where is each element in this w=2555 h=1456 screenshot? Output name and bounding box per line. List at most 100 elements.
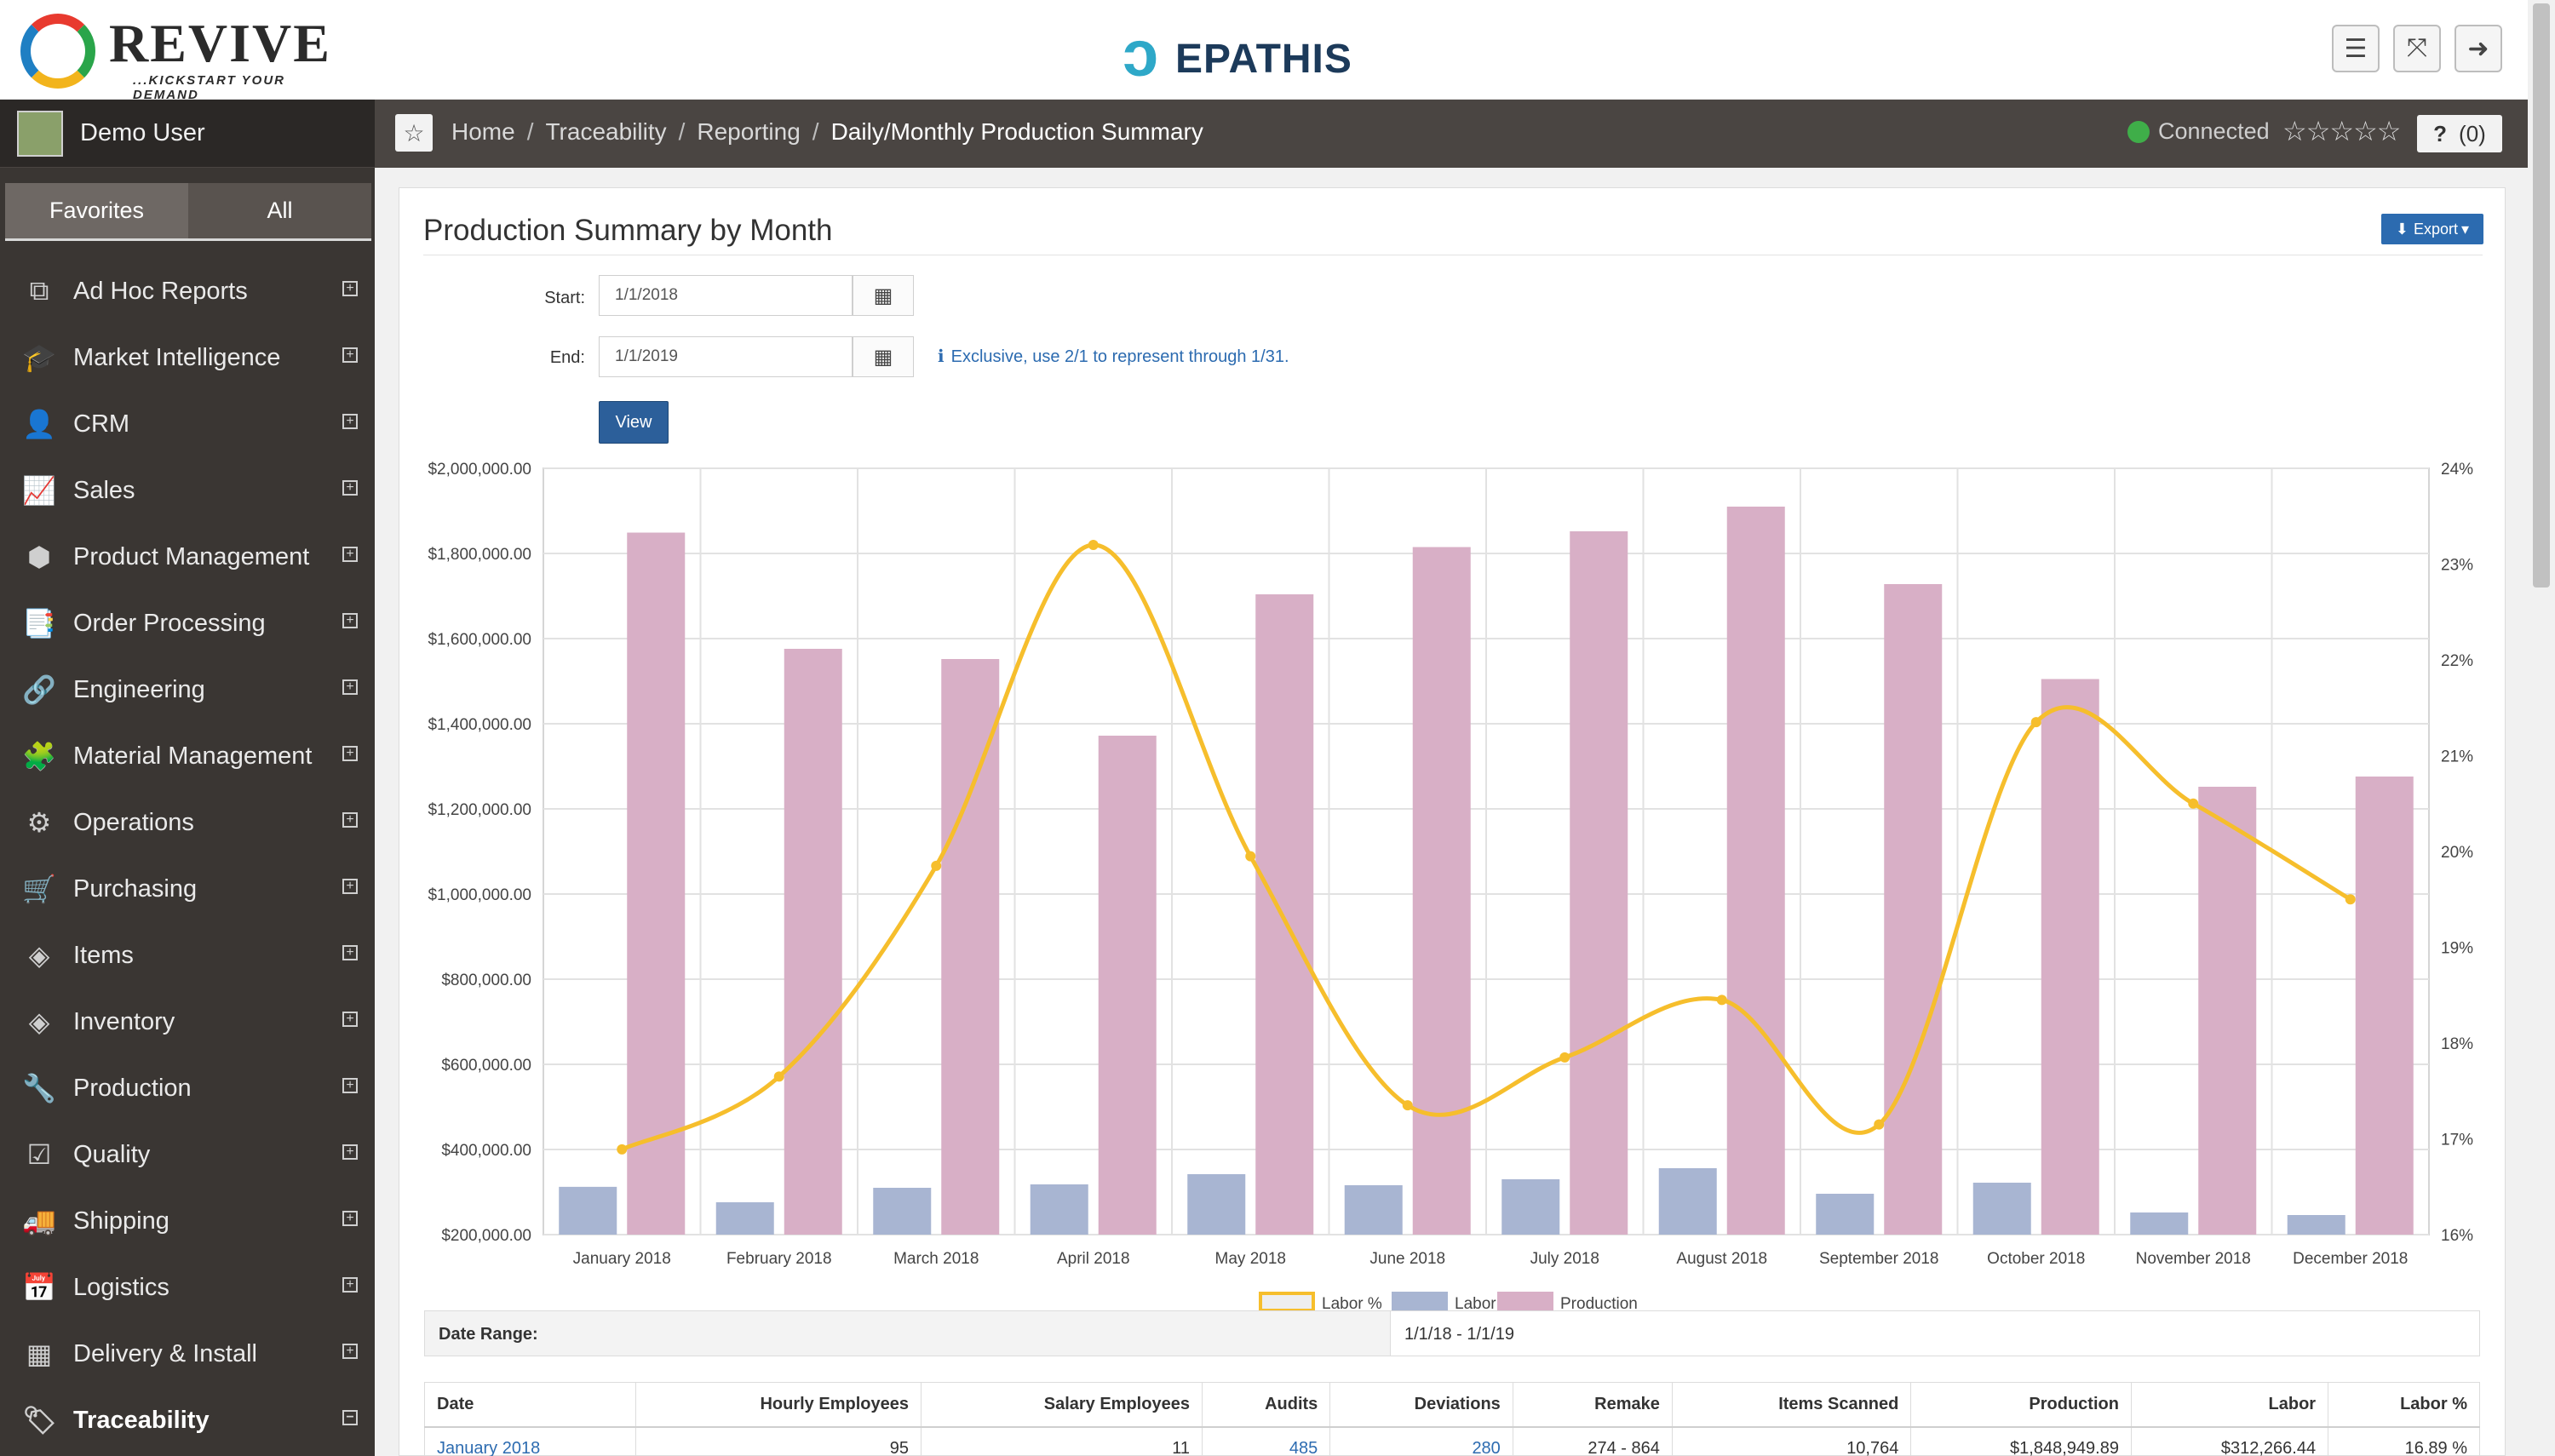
- user-icon: 👤: [22, 409, 56, 439]
- sidebar-item-label: Inventory: [73, 1007, 175, 1035]
- y-left-tick-label: $1,800,000.00: [428, 546, 531, 564]
- y-left-tick-label: $2,000,000.00: [428, 461, 531, 479]
- expand-icon[interactable]: +: [342, 1344, 358, 1359]
- expand-icon[interactable]: +: [342, 812, 358, 828]
- expand-icon[interactable]: +: [342, 1078, 358, 1093]
- breadcrumb: Home / Traceability / Reporting / Daily/Mon…: [451, 118, 1203, 146]
- expand-icon[interactable]: +: [342, 480, 358, 496]
- expand-icon[interactable]: +: [342, 1144, 358, 1160]
- column-header-deviations[interactable]: Deviations: [1329, 1382, 1513, 1428]
- connection-status: Connected: [2127, 118, 2270, 145]
- sidebar-item-purchasing[interactable]: 🛒 Purchasing +: [0, 856, 375, 922]
- sidebar-item-material-management[interactable]: 🧩 Material Management +: [0, 723, 375, 789]
- expand-icon[interactable]: +: [342, 547, 358, 562]
- breadcrumb-reporting[interactable]: Reporting: [697, 118, 801, 145]
- x-tick-label: September 2018: [1819, 1250, 1939, 1268]
- expand-icon[interactable]: +: [342, 414, 358, 429]
- breadcrumb-home[interactable]: Home: [451, 118, 515, 145]
- repathis-logo-mark-icon: ↄ: [1122, 18, 1159, 90]
- caret-down-icon: ▾: [2461, 220, 2470, 238]
- y-left-tick-label: $600,000.00: [441, 1057, 531, 1075]
- gears-icon: ⚙: [26, 807, 52, 838]
- expand-icon[interactable]: +: [342, 1277, 358, 1293]
- start-calendar-button[interactable]: ▦: [853, 275, 914, 316]
- table-cell[interactable]: 485: [1201, 1426, 1331, 1456]
- menu-toggle-button[interactable]: ☰: [2332, 25, 2380, 72]
- y-right-tick-label: 21%: [2441, 748, 2473, 766]
- sidebar-item-logistics[interactable]: 📅 Logistics +: [0, 1254, 375, 1321]
- x-tick-label: July 2018: [1530, 1250, 1599, 1268]
- tab-all[interactable]: All: [267, 198, 293, 223]
- export-button[interactable]: ⬇ Export ▾: [2381, 214, 2483, 244]
- date-range-row: Date Range: 1/1/18 - 1/1/19: [424, 1310, 2480, 1356]
- favorite-star-button[interactable]: ☆: [395, 114, 433, 152]
- legend-labor-swatch: [1392, 1292, 1448, 1311]
- sidebar-item-traceability[interactable]: 🏷 Traceability −: [0, 1387, 375, 1453]
- expand-icon[interactable]: +: [342, 945, 358, 960]
- sidebar-item-items[interactable]: ◈ Items +: [0, 922, 375, 989]
- column-header-items-scanned[interactable]: Items Scanned: [1671, 1382, 1912, 1428]
- sidebar-item-ad-hoc-reports[interactable]: ⧉ Ad Hoc Reports +: [0, 258, 375, 324]
- help-button[interactable]: ? (0): [2417, 115, 2502, 152]
- table-cell: 95: [634, 1426, 922, 1456]
- column-header-hourly-employees[interactable]: Hourly Employees: [634, 1382, 922, 1428]
- column-header-remake[interactable]: Remake: [1512, 1382, 1673, 1428]
- sidebar-item-production[interactable]: 🔧 Production +: [0, 1055, 375, 1121]
- expand-icon[interactable]: +: [342, 1211, 358, 1226]
- user-bar[interactable]: Demo User: [0, 100, 375, 168]
- download-icon: ⬇: [2395, 220, 2409, 238]
- bar-labor: [873, 1188, 932, 1235]
- end-date-input[interactable]: 1/1/2019: [599, 336, 853, 377]
- column-header-date[interactable]: Date: [424, 1382, 636, 1428]
- date-range-value: 1/1/18 - 1/1/19: [1404, 1325, 1514, 1344]
- y-left-tick-label: $1,400,000.00: [428, 716, 531, 734]
- sidebar-item-order-processing[interactable]: 📑 Order Processing +: [0, 590, 375, 656]
- sidebar-item-quality[interactable]: ☑ Quality +: [0, 1121, 375, 1188]
- scrollbar-thumb[interactable]: [2533, 3, 2550, 588]
- sidebar-item-crm[interactable]: 👤 CRM +: [0, 391, 375, 457]
- expand-icon[interactable]: +: [342, 746, 358, 761]
- sidebar-item-delivery-install[interactable]: ▦ Delivery & Install +: [0, 1321, 375, 1387]
- start-date-input[interactable]: 1/1/2018: [599, 275, 853, 316]
- column-header-production[interactable]: Production: [1910, 1382, 2132, 1428]
- collapse-icon[interactable]: −: [342, 1410, 358, 1425]
- y-right-tick-label: 23%: [2441, 557, 2473, 575]
- x-tick-label: February 2018: [726, 1250, 832, 1268]
- expand-icon[interactable]: +: [342, 347, 358, 363]
- checkbox-icon: ☑: [26, 1139, 52, 1170]
- logout-button[interactable]: ➜: [2455, 25, 2502, 72]
- expand-icon[interactable]: +: [342, 1012, 358, 1027]
- sidebar-item-operations[interactable]: ⚙ Operations +: [0, 789, 375, 856]
- table-cell[interactable]: 280: [1329, 1426, 1513, 1456]
- expand-icon[interactable]: +: [342, 879, 358, 894]
- point-labor-percent: [1402, 1100, 1413, 1111]
- table-cell[interactable]: January 2018: [424, 1426, 636, 1456]
- rating-stars[interactable]: ☆☆☆☆☆: [2282, 116, 2401, 146]
- sign-out-icon: ➜: [2467, 34, 2489, 63]
- sidebar-item-market-intelligence[interactable]: 🎓 Market Intelligence +: [0, 324, 375, 391]
- sidebar-item-engineering[interactable]: 🔗 Engineering +: [0, 656, 375, 723]
- sidebar-item-sales[interactable]: 📈 Sales +: [0, 457, 375, 524]
- point-labor-percent: [1088, 540, 1099, 550]
- expand-icon[interactable]: +: [342, 679, 358, 695]
- sidebar-item-label: Material Management: [73, 742, 313, 770]
- end-calendar-button[interactable]: ▦: [853, 336, 914, 377]
- tab-favorites[interactable]: Favorites: [5, 183, 188, 238]
- breadcrumb-traceability[interactable]: Traceability: [545, 118, 667, 145]
- page-scrollbar[interactable]: [2528, 0, 2555, 1456]
- column-header-salary-employees[interactable]: Salary Employees: [920, 1382, 1203, 1428]
- expand-icon[interactable]: +: [342, 613, 358, 628]
- sidebar-item-shipping[interactable]: 🚚 Shipping +: [0, 1188, 375, 1254]
- column-header-labor[interactable]: Labor: [2130, 1382, 2329, 1428]
- column-header-audits[interactable]: Audits: [1201, 1382, 1331, 1428]
- bar-labor: [1816, 1194, 1875, 1235]
- column-header-labor[interactable]: Labor %: [2328, 1382, 2480, 1428]
- revive-logo[interactable]: REVIVE ...KICKSTART YOUR DEMAND: [20, 9, 344, 102]
- table-cell: $312,266.44: [2130, 1426, 2329, 1456]
- view-button[interactable]: View: [599, 401, 669, 444]
- sidebar-item-product-management[interactable]: ⬢ Product Management +: [0, 524, 375, 590]
- fullscreen-button[interactable]: ⤧: [2393, 25, 2441, 72]
- sidebar-item-inventory[interactable]: ◈ Inventory +: [0, 989, 375, 1055]
- expand-icon[interactable]: +: [342, 281, 358, 296]
- point-labor-percent: [1874, 1119, 1885, 1130]
